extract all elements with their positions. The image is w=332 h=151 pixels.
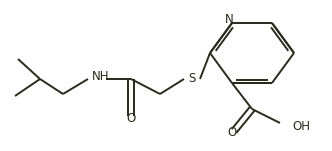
Text: O: O — [126, 112, 136, 125]
Text: OH: OH — [292, 119, 310, 132]
Text: S: S — [188, 72, 196, 85]
Text: O: O — [227, 126, 237, 139]
Text: N: N — [225, 13, 233, 26]
Text: NH: NH — [92, 71, 110, 84]
